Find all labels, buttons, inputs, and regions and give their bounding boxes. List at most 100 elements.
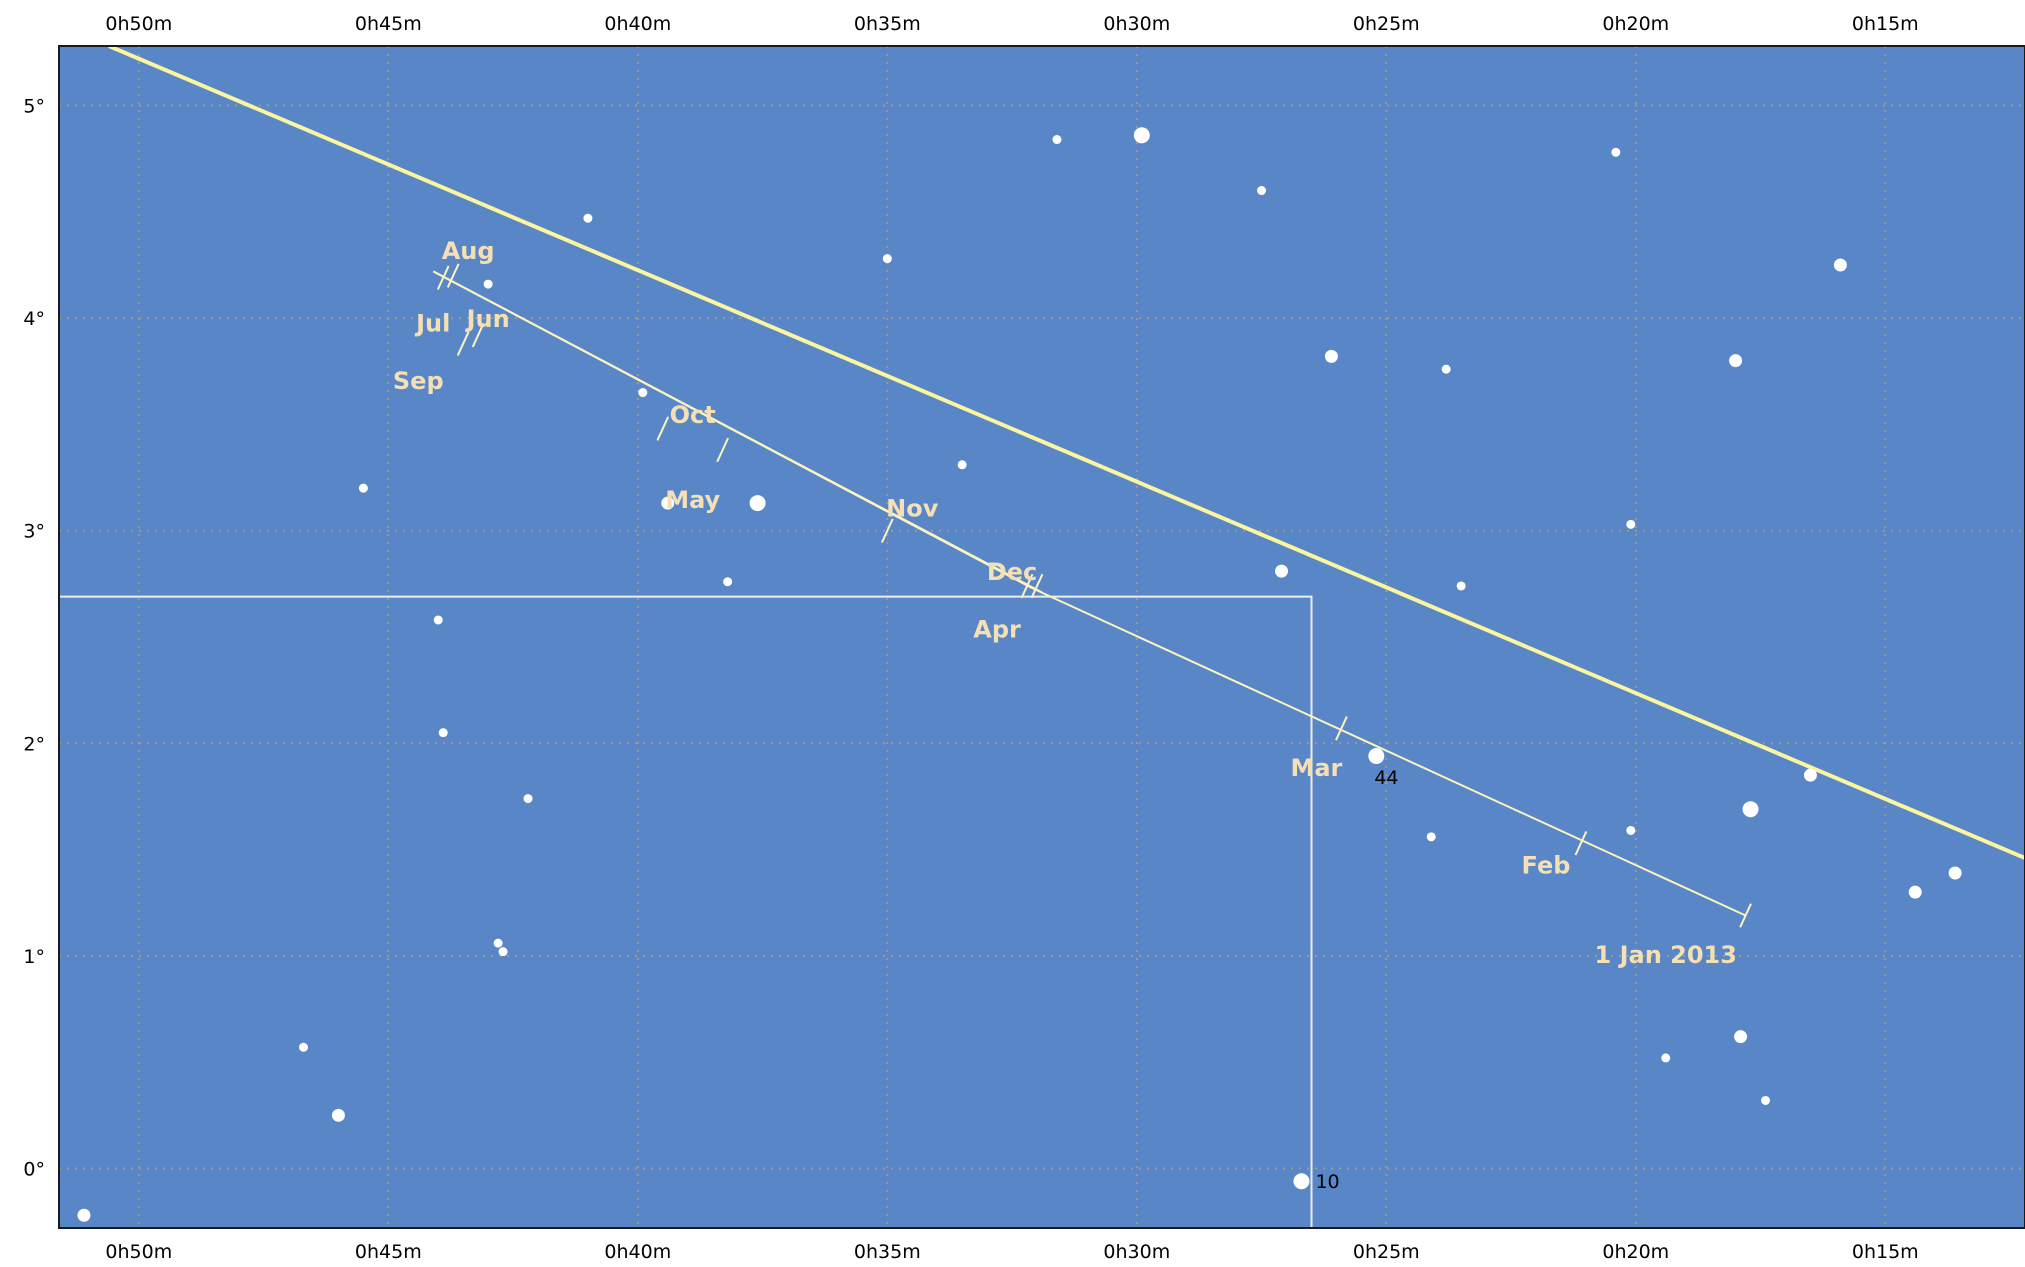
y-tick-label: 0° xyxy=(23,1158,45,1180)
object-path xyxy=(432,263,1752,928)
star xyxy=(723,577,733,587)
star-label: 44 xyxy=(1374,767,1398,789)
y-tick-label: 4° xyxy=(23,308,45,330)
star xyxy=(583,213,593,223)
grid xyxy=(59,46,2025,1228)
date-tick xyxy=(471,322,485,348)
star xyxy=(1833,258,1847,272)
star xyxy=(1324,349,1338,363)
star xyxy=(1908,885,1922,899)
star xyxy=(1052,135,1062,145)
ecliptic-line xyxy=(108,46,2025,860)
x-tick-label-bottom: 0h50m xyxy=(105,1241,172,1263)
star xyxy=(1426,832,1436,842)
x-tick-label-bottom: 0h15m xyxy=(1852,1241,1919,1263)
date-label: Jun xyxy=(465,305,510,333)
x-tick-label-top: 0h40m xyxy=(604,13,671,35)
date-label: Jul xyxy=(414,309,450,337)
star xyxy=(438,728,448,738)
x-tick-label-top: 0h15m xyxy=(1852,13,1919,35)
star xyxy=(957,460,967,470)
star xyxy=(1661,1053,1671,1063)
star xyxy=(661,496,675,510)
date-tick xyxy=(446,263,460,288)
star xyxy=(1729,354,1743,368)
axes: 0h50m 0h50m 0h45m 0h45m 0h40m 0h40m 0h35m 0h35m… xyxy=(23,13,1918,1263)
constellation-boundary xyxy=(59,595,1313,1228)
star xyxy=(1275,564,1289,578)
path-labels: 1 Jan 2013 Feb Mar Apr May Jun Jul Aug Sep Oct Nov… xyxy=(393,237,1737,1193)
date-tick xyxy=(1335,716,1348,741)
date-tick xyxy=(436,265,450,290)
star xyxy=(1626,519,1636,529)
plot-frame xyxy=(58,45,2025,1229)
star xyxy=(483,279,493,289)
x-tick-label-bottom: 0h20m xyxy=(1602,1241,1669,1263)
star xyxy=(331,1108,345,1122)
y-tick-label: 3° xyxy=(23,521,45,543)
star xyxy=(1948,866,1962,880)
date-tick xyxy=(1574,830,1588,856)
star xyxy=(749,495,766,512)
star xyxy=(433,615,443,625)
star xyxy=(882,254,892,264)
star xyxy=(1133,127,1150,144)
star xyxy=(358,483,368,493)
date-label: 1 Jan 2013 xyxy=(1595,941,1737,969)
x-tick-label-top: 0h45m xyxy=(355,13,422,35)
x-tick-label-bottom: 0h40m xyxy=(604,1241,671,1263)
star xyxy=(493,938,503,948)
x-tick-label-top: 0h20m xyxy=(1602,13,1669,35)
path-segment xyxy=(432,270,1043,594)
date-label: Nov xyxy=(886,494,939,522)
star xyxy=(1257,186,1267,196)
star xyxy=(638,388,648,398)
y-tick-label: 5° xyxy=(23,96,45,118)
date-label: Mar xyxy=(1290,754,1342,782)
star xyxy=(523,794,533,804)
x-tick-label-bottom: 0h25m xyxy=(1353,1241,1420,1263)
x-tick-label-bottom: 0h35m xyxy=(854,1241,921,1263)
star xyxy=(1293,1173,1310,1190)
date-tick xyxy=(1739,903,1752,928)
date-label: Aug xyxy=(442,237,495,265)
date-tick xyxy=(716,437,729,463)
star xyxy=(1734,1030,1748,1044)
date-label: Feb xyxy=(1522,852,1571,880)
y-tick-label: 2° xyxy=(23,733,45,755)
ecliptic xyxy=(108,46,2025,860)
x-tick-label-top: 0h25m xyxy=(1353,13,1420,35)
x-tick-label-top: 0h50m xyxy=(105,13,172,35)
date-tick xyxy=(1030,573,1044,599)
date-tick xyxy=(1020,573,1034,599)
star xyxy=(498,947,508,957)
date-label: Sep xyxy=(393,367,444,395)
x-tick-label-top: 0h30m xyxy=(1103,13,1170,35)
date-tick xyxy=(656,416,670,441)
star xyxy=(1761,1095,1771,1105)
x-tick-label-top: 0h35m xyxy=(854,13,921,35)
x-tick-label-bottom: 0h45m xyxy=(355,1241,422,1263)
star-label: 10 xyxy=(1315,1171,1339,1193)
star xyxy=(1368,748,1385,765)
date-tick xyxy=(880,518,894,543)
date-label: Apr xyxy=(973,616,1021,644)
star xyxy=(1742,801,1759,818)
star xyxy=(1456,581,1466,591)
boundary-line xyxy=(59,595,1313,1228)
date-label: May xyxy=(665,486,720,514)
star xyxy=(1626,825,1636,835)
star xyxy=(199,0,208,8)
star xyxy=(77,1208,91,1222)
path-segment xyxy=(1031,587,1746,917)
star xyxy=(1611,147,1621,157)
date-label: Dec xyxy=(987,558,1037,586)
date-tick xyxy=(456,331,470,356)
star xyxy=(1803,768,1817,782)
date-label: Oct xyxy=(670,401,716,429)
plot-area xyxy=(59,46,2025,1228)
y-tick-label: 1° xyxy=(23,946,45,968)
stars xyxy=(77,0,1962,1222)
star xyxy=(299,1042,309,1052)
